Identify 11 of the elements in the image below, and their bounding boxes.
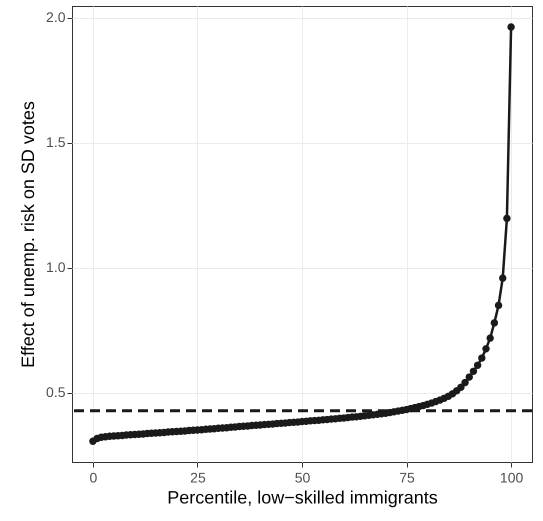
x-tick-label: 50 (294, 470, 310, 486)
x-axis-title: Percentile, low−skilled immigrants (167, 488, 438, 508)
y-tick-label: 2.0 (46, 9, 66, 26)
x-tick-label: 25 (190, 470, 206, 486)
x-tick-label: 0 (90, 470, 98, 486)
x-tick-label: 100 (500, 470, 524, 486)
y-axis-title: Effect of unemp. risk on SD votes (18, 101, 38, 368)
y-tick-label: 0.5 (46, 384, 66, 400)
x-tick-label: 75 (399, 470, 416, 486)
y-tick-label: 1.0 (46, 259, 66, 276)
y-tick-label: 1.5 (46, 134, 66, 150)
